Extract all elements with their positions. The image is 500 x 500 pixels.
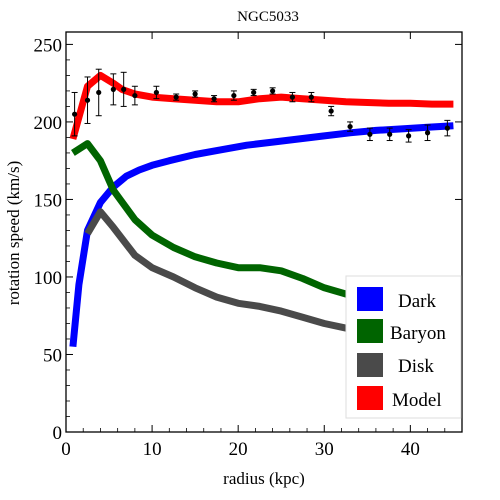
- legend-swatch-model: [357, 386, 383, 410]
- data-point: [153, 89, 159, 96]
- data-point: [121, 86, 127, 92]
- data-point: [444, 125, 450, 131]
- series-line-dark: [69, 122, 454, 348]
- data-point: [251, 89, 257, 96]
- y-tick-label: 200: [34, 113, 63, 134]
- legend-label-dark: Dark: [398, 291, 436, 312]
- y-tick-label: 150: [34, 190, 63, 211]
- data-point: [231, 92, 237, 99]
- data-point: [424, 130, 431, 136]
- data-point: [110, 86, 116, 92]
- legend-label-baryon: Baryon: [390, 323, 446, 344]
- legend-label-disk: Disk: [398, 356, 434, 377]
- legend-swatch-baryon: [357, 319, 383, 343]
- series-line-model: [69, 71, 454, 140]
- legend-label-model: Model: [392, 390, 442, 411]
- y-axis-label: rotation speed (km/s): [4, 161, 23, 305]
- data-point: [328, 108, 334, 114]
- data-point: [132, 92, 138, 99]
- y-tick-label: 250: [34, 35, 63, 56]
- x-tick-label: 0: [61, 439, 71, 460]
- data-point: [270, 88, 276, 94]
- y-tick-label: 50: [43, 345, 62, 366]
- data-point: [367, 131, 373, 137]
- data-point: [347, 123, 353, 130]
- data-point: [192, 91, 198, 97]
- x-tick-label: 20: [229, 439, 248, 460]
- x-tick-label: 40: [401, 439, 420, 460]
- ticks-layer: 0 10 20 30 40 0 50 100 150 200 250: [34, 32, 462, 460]
- x-tick-label: 30: [315, 439, 334, 460]
- legend-swatch-disk: [357, 353, 383, 377]
- x-tick-label: 10: [143, 439, 162, 460]
- data-point: [211, 96, 217, 102]
- data-point: [289, 94, 296, 100]
- y-tick-label: 0: [53, 423, 63, 444]
- data-point: [96, 89, 102, 96]
- data-point: [308, 94, 314, 100]
- data-point: [72, 111, 78, 117]
- data-point: [173, 94, 179, 100]
- chart-title: NGC5033: [237, 9, 299, 25]
- legend-swatch-dark: [357, 287, 383, 311]
- x-axis-label: radius (kpc): [223, 469, 305, 488]
- data-point: [387, 131, 393, 137]
- y-tick-label: 100: [34, 268, 63, 289]
- data-points-layer: [71, 68, 451, 143]
- legend: Dark Baryon Disk Model: [345, 275, 462, 419]
- data-point: [406, 133, 412, 139]
- data-point: [84, 97, 91, 103]
- plot-frame: [65, 31, 463, 433]
